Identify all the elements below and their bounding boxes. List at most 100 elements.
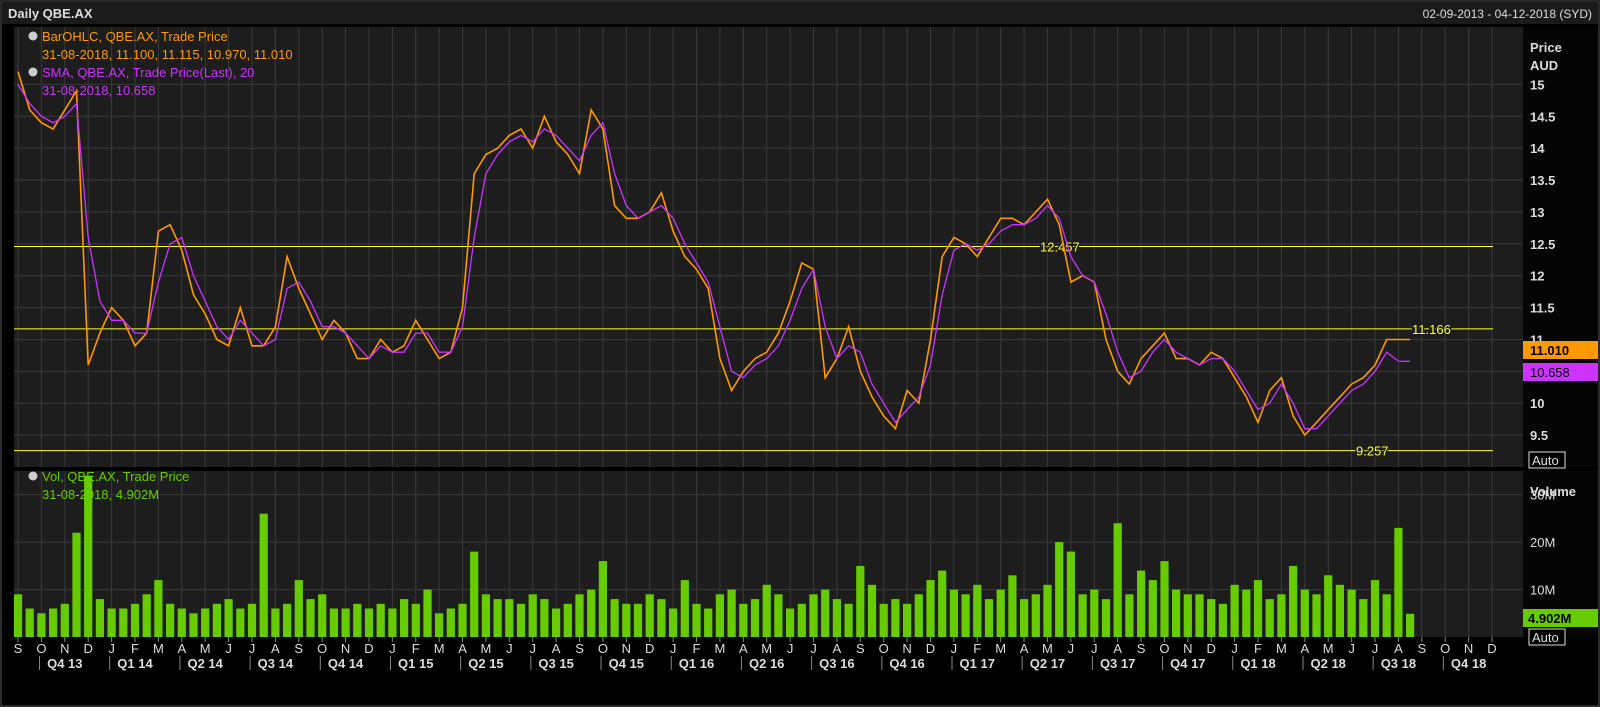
volume-bar bbox=[1020, 599, 1029, 637]
volume-bar bbox=[271, 608, 280, 637]
price-axis-label: Price bbox=[1530, 40, 1562, 55]
month-tick-label: F bbox=[412, 641, 420, 656]
quarter-tick-label: Q3 15 bbox=[538, 656, 573, 671]
volume-bar bbox=[37, 613, 46, 637]
month-tick-label: J bbox=[249, 641, 256, 656]
month-tick-label: J bbox=[506, 641, 513, 656]
quarter-tick-label: Q4 14 bbox=[328, 656, 364, 671]
month-tick-label: J bbox=[951, 641, 958, 656]
volume-bar bbox=[1277, 594, 1286, 637]
volume-bar bbox=[1312, 594, 1321, 637]
volume-bar bbox=[1382, 594, 1391, 637]
month-tick-label: M bbox=[761, 641, 772, 656]
volume-bar bbox=[973, 584, 982, 637]
month-tick-label: O bbox=[879, 641, 889, 656]
volume-bar bbox=[516, 603, 526, 637]
level-label: 12.457 bbox=[1040, 240, 1080, 255]
sma-badge bbox=[1523, 363, 1598, 381]
month-tick-label: O bbox=[36, 641, 46, 656]
volume-bar bbox=[622, 603, 631, 637]
quarter-tick-label: Q4 18 bbox=[1451, 656, 1486, 671]
volume-bar bbox=[119, 608, 128, 637]
volume-bar bbox=[154, 580, 163, 637]
quarter-tick-label: Q1 16 bbox=[679, 656, 714, 671]
header-bar bbox=[2, 2, 1598, 24]
month-tick-label: S bbox=[294, 641, 303, 656]
volume-bar bbox=[1137, 570, 1146, 637]
month-tick-label: D bbox=[364, 641, 373, 656]
volume-bar bbox=[903, 603, 912, 637]
month-tick-label: O bbox=[1440, 641, 1450, 656]
quarter-tick-label: Q2 14 bbox=[187, 656, 223, 671]
volume-bar bbox=[774, 594, 783, 637]
volume-bar bbox=[400, 599, 409, 637]
price-tick-label: 10 bbox=[1530, 396, 1544, 411]
price-tick-label: 9.5 bbox=[1530, 428, 1548, 443]
quarter-tick-label: Q4 13 bbox=[47, 656, 82, 671]
volume-bar bbox=[505, 599, 514, 637]
volume-badge-value: 4.902M bbox=[1528, 611, 1571, 626]
volume-bar bbox=[1335, 584, 1344, 637]
legend-toggle-icon[interactable] bbox=[28, 67, 38, 77]
price-auto-scale-button[interactable] bbox=[1528, 451, 1566, 469]
volume-bars bbox=[13, 475, 1415, 637]
month-tick-label: J bbox=[1231, 641, 1238, 656]
month-tick-label: J bbox=[670, 641, 677, 656]
chart-title: Daily QBE.AX bbox=[8, 6, 93, 21]
volume-bar bbox=[376, 603, 385, 637]
vol-legend-title: Vol, QBE.AX, Trade Price bbox=[42, 469, 189, 484]
quarter-tick-label: Q2 17 bbox=[1030, 656, 1065, 671]
price-axis-panel[interactable] bbox=[1523, 27, 1598, 467]
quarter-tick-label: Q1 15 bbox=[398, 656, 433, 671]
month-tick-label: J bbox=[1091, 641, 1098, 656]
volume-bar bbox=[1230, 584, 1239, 637]
month-tick-label: J bbox=[389, 641, 396, 656]
month-tick-label: N bbox=[902, 641, 911, 656]
volume-tick-label: 30M bbox=[1530, 488, 1555, 503]
month-tick-label: N bbox=[622, 641, 631, 656]
volume-bar bbox=[224, 599, 233, 637]
volume-bar bbox=[587, 589, 596, 637]
volume-bar bbox=[552, 608, 561, 637]
volume-bar bbox=[1253, 580, 1263, 637]
month-tick-label: A bbox=[458, 641, 467, 656]
volume-bar bbox=[809, 594, 818, 637]
month-tick-label: N bbox=[1183, 641, 1192, 656]
volume-bar bbox=[329, 608, 338, 637]
volume-bar bbox=[1289, 565, 1298, 637]
month-tick-label: S bbox=[575, 641, 584, 656]
month-tick-label: A bbox=[1394, 641, 1403, 656]
month-tick-label: M bbox=[1323, 641, 1334, 656]
volume-bar bbox=[832, 599, 841, 637]
volume-auto-scale-button[interactable] bbox=[1528, 628, 1566, 646]
volume-bar bbox=[423, 589, 432, 637]
price-auto-label: Auto bbox=[1532, 453, 1559, 468]
month-tick-label: F bbox=[973, 641, 981, 656]
volume-bar bbox=[540, 599, 549, 637]
quarter-tick-label: Q3 16 bbox=[819, 656, 854, 671]
quarter-tick-label: Q1 14 bbox=[117, 656, 153, 671]
volume-bar bbox=[645, 594, 654, 637]
month-tick-label: M bbox=[995, 641, 1006, 656]
month-tick-label: S bbox=[1137, 641, 1146, 656]
volume-bar bbox=[411, 603, 420, 637]
month-tick-label: D bbox=[926, 641, 935, 656]
volume-bar bbox=[739, 603, 748, 637]
volume-bar bbox=[1148, 580, 1157, 637]
price-tick-label: 11.5 bbox=[1530, 301, 1555, 316]
volume-bar bbox=[879, 603, 888, 637]
legend-toggle-icon[interactable] bbox=[28, 471, 38, 481]
vol-legend-values: 31-08-2018, 4.902M bbox=[42, 487, 159, 502]
volume-bar bbox=[1183, 594, 1192, 637]
volume-bar bbox=[446, 608, 455, 637]
volume-axis-label: Volume bbox=[1530, 484, 1576, 499]
legend-toggle-icon[interactable] bbox=[28, 31, 38, 41]
volume-bar bbox=[1207, 599, 1216, 637]
quarter-tick-label: Q2 18 bbox=[1311, 656, 1346, 671]
volume-bar bbox=[797, 603, 806, 637]
volume-bar bbox=[961, 594, 970, 637]
price-tick-label: 15 bbox=[1530, 77, 1544, 92]
volume-bar bbox=[598, 561, 607, 637]
